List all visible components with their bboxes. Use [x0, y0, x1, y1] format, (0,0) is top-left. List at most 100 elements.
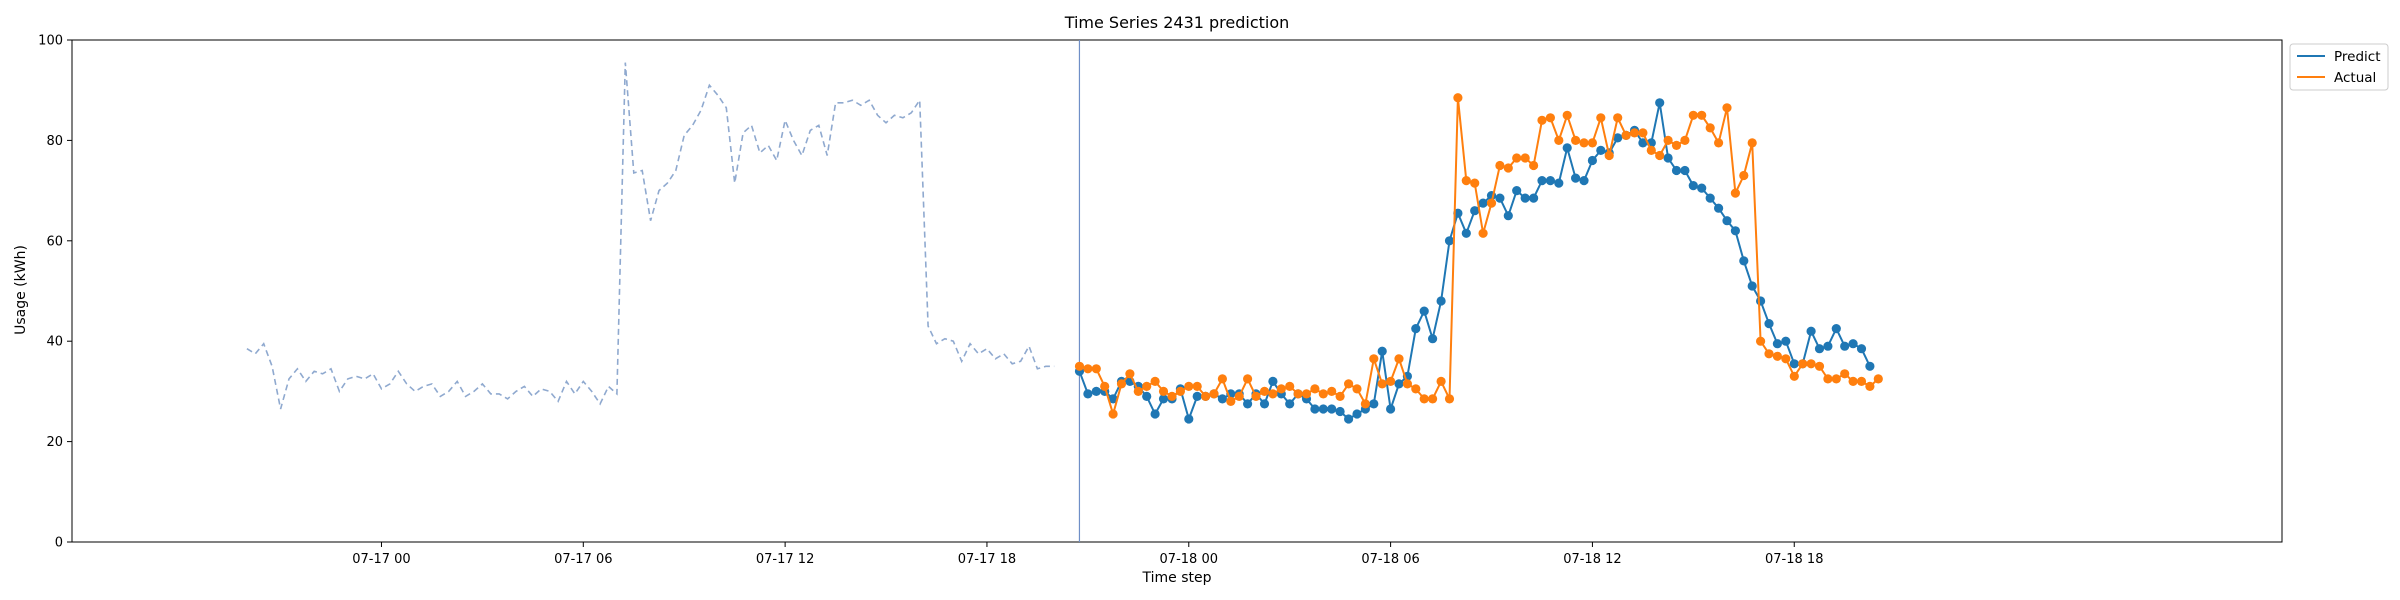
predict-point: [1865, 361, 1875, 371]
actual-point: [1747, 138, 1757, 148]
predict-point: [1571, 173, 1581, 183]
y-tick-label: 60: [46, 234, 63, 249]
actual-point: [1604, 150, 1614, 161]
actual-point: [1714, 138, 1724, 148]
actual-point: [1142, 381, 1152, 391]
actual-point: [1386, 376, 1396, 386]
actual-point: [1478, 228, 1488, 238]
predict-point: [1327, 404, 1337, 414]
actual-point: [1150, 376, 1160, 386]
predict-point: [1789, 359, 1799, 369]
actual-point: [1823, 374, 1833, 384]
actual-point: [1571, 135, 1581, 145]
predict-point: [1756, 296, 1766, 306]
actual-point: [1394, 354, 1404, 364]
predict-point: [1840, 341, 1850, 351]
actual-point: [1402, 379, 1412, 389]
predict-point: [1436, 296, 1446, 306]
legend: Predict Actual: [2289, 43, 2389, 91]
predict-point: [1318, 404, 1328, 414]
actual-point: [1772, 351, 1782, 361]
actual-point: [1613, 113, 1623, 123]
actual-point: [1226, 396, 1236, 406]
actual-point: [1840, 369, 1850, 379]
actual-point: [1806, 359, 1816, 369]
actual-point: [1596, 113, 1606, 123]
predict-point: [1268, 376, 1278, 386]
y-axis-label: Usage (kWh): [13, 245, 29, 335]
history-line: [246, 62, 1055, 410]
x-axis: 07-17 00 07-17 06 07-17 12 07-17 18 07-18 00…: [352, 542, 1823, 567]
actual-point: [1184, 381, 1194, 391]
predict-point: [1335, 406, 1345, 417]
x-tick-label: 07-17 00: [352, 552, 410, 567]
predict-point: [1772, 339, 1782, 349]
actual-point: [1486, 198, 1497, 208]
predict-point: [1142, 391, 1152, 401]
predict-point: [1243, 399, 1253, 409]
actual-point: [1512, 153, 1522, 163]
actual-point: [1301, 389, 1312, 399]
actual-point: [1201, 391, 1211, 401]
actual-point: [1444, 394, 1455, 404]
predict-point: [1386, 404, 1396, 414]
actual-point: [1520, 153, 1530, 163]
predict-point: [1192, 391, 1202, 401]
predict-point: [1671, 165, 1682, 176]
actual-point: [1377, 379, 1387, 389]
predict-point: [1158, 394, 1169, 404]
x-tick-label: 07-17 18: [958, 552, 1016, 567]
actual-point: [1579, 138, 1589, 148]
series-layer: [246, 40, 1883, 542]
actual-point: [1621, 130, 1631, 140]
x-tick-label: 07-18 12: [1563, 552, 1621, 567]
predict-point: [1730, 226, 1740, 236]
actual-point: [1529, 160, 1539, 171]
actual-point: [1083, 364, 1093, 374]
predict-point: [1444, 236, 1455, 246]
predict-point: [1764, 319, 1774, 329]
actual-point: [1091, 364, 1101, 374]
actual-point: [1234, 391, 1244, 401]
actual-point: [1722, 103, 1732, 113]
x-tick-label: 07-18 18: [1765, 552, 1823, 567]
predict-point: [1520, 193, 1530, 203]
actual-point: [1133, 386, 1143, 396]
predict-point: [1688, 181, 1698, 191]
actual-point: [1318, 389, 1328, 399]
actual-point: [1646, 145, 1656, 155]
actual-point: [1074, 361, 1085, 371]
actual-point: [1436, 376, 1446, 386]
actual-point: [1814, 361, 1825, 371]
predict-point: [1344, 414, 1354, 424]
actual-point: [1243, 374, 1253, 384]
actual-point: [1873, 374, 1883, 384]
actual-point: [1697, 110, 1707, 120]
actual-point: [1461, 176, 1471, 186]
actual-point: [1856, 376, 1867, 386]
actual-point: [1638, 128, 1648, 138]
predict-point: [1217, 394, 1227, 404]
predict-point: [1108, 394, 1118, 404]
actual-point: [1781, 354, 1791, 364]
predict-point: [1856, 344, 1867, 354]
predict-point: [1579, 176, 1589, 186]
y-axis: 0 20 40 60 80 100: [38, 34, 72, 551]
actual-point: [1730, 188, 1740, 198]
predict-point: [1150, 409, 1160, 419]
predict-point: [1352, 409, 1362, 419]
predict-point: [1714, 203, 1724, 213]
predict-point: [1655, 98, 1665, 108]
predict-point: [1310, 404, 1320, 414]
predict-point: [1848, 339, 1858, 349]
x-tick-label: 07-18 06: [1361, 552, 1419, 567]
actual-point: [1327, 386, 1337, 396]
actual-point: [1369, 354, 1379, 364]
actual-point: [1554, 135, 1564, 145]
predict-point: [1781, 336, 1791, 346]
predict-point: [1369, 399, 1379, 409]
x-tick-label: 07-17 12: [756, 552, 814, 567]
actual-point: [1663, 135, 1673, 145]
